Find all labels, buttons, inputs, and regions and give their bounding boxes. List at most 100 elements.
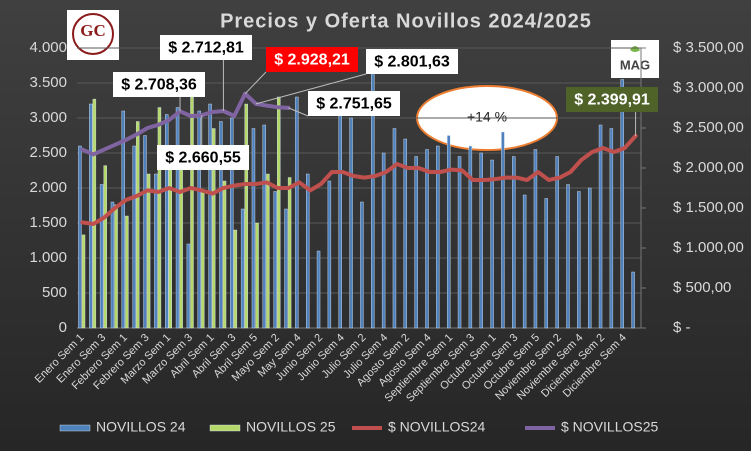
y-tick-label: 1.000 [29,249,67,266]
bar [392,128,397,329]
bar [103,165,107,329]
label-leader [288,107,309,117]
y-tick-label: 0 [59,319,67,336]
bar [479,152,483,329]
y2-tick-label: $ 500,00 [673,279,731,296]
label-leader [255,73,367,105]
bar [110,201,115,329]
bar [457,156,462,329]
line [80,134,638,226]
bar [89,103,93,329]
legend-label: NOVILLOS 24 [96,419,186,435]
bar [78,145,82,329]
bar [381,152,386,329]
bar [577,191,581,329]
y2-tick-label: $ 1.500,00 [673,199,744,216]
bar [186,243,191,329]
bar [327,180,332,329]
data-label: $ 2.660,55 [165,150,241,167]
logo-ring [72,13,114,55]
data-label: $ 2.712,81 [168,40,244,57]
bar [349,117,353,329]
label-box [113,72,205,97]
bar [522,194,527,329]
bar [544,198,549,329]
bar [136,121,140,329]
bar [92,98,97,329]
bar [338,96,342,329]
data-label: $ 2.708,36 [121,77,197,94]
bar [414,156,418,329]
bar [197,110,201,329]
bar [175,107,180,329]
y-tick-label: 2.500 [29,144,67,161]
bar [230,117,234,329]
legend-label: NOVILLOS 25 [246,419,336,435]
bar [157,107,162,329]
legend-label: $ NOVILLOS24 [388,419,485,435]
bar [121,110,126,329]
y-tick-label: 3.500 [29,74,67,91]
label-leader [244,71,267,95]
y-tick-label: 3.000 [29,109,67,126]
data-label: $ 2.928,21 [274,52,350,69]
bar [631,271,635,329]
annotation: +14 % [467,109,507,125]
logo-left [67,10,119,60]
bar [360,201,364,329]
bar [164,114,169,329]
bar [244,103,248,329]
bar [403,138,408,329]
label-box [266,47,358,72]
bar [201,191,205,329]
bar [609,128,614,329]
bar [598,124,603,329]
data-label: $ 2.399,91 [574,92,650,109]
bar [99,184,104,329]
bar [154,173,158,329]
bar [146,173,151,329]
bar [255,222,259,329]
bar [211,128,216,329]
line [80,91,291,157]
legend-swatch [209,424,241,432]
label-box [160,35,252,60]
y2-tick-label: $ 2.000,00 [673,159,744,176]
label-box [566,87,658,112]
y2-tick-label: $ 1.000,00 [673,239,744,256]
y-tick-label: 500 [42,284,67,301]
bar [555,156,559,329]
bar [316,250,321,329]
bar [512,156,516,329]
bar [468,145,473,329]
logo-text: MAG [620,57,650,72]
y2-tick-label: $ 3.500,00 [673,39,744,56]
bar [251,128,256,329]
bar [190,96,194,329]
y2-tick-label: $ 2.500,00 [673,119,744,136]
bar [132,145,136,329]
bar [114,204,118,329]
legend-label: $ NOVILLOS25 [561,419,658,435]
bar [143,135,147,329]
bar [277,96,281,329]
bar [208,103,212,329]
chart-title: Precios y Oferta Novillos 2024/2025 [220,10,592,32]
bar [587,187,592,329]
bar [273,191,277,329]
bar [287,177,292,329]
logo-text: GC [80,21,106,40]
label-box [308,91,400,116]
bar [490,159,494,329]
bar [81,234,86,329]
bar [566,184,570,329]
bar [436,145,440,329]
bar [501,131,505,329]
data-label: $ 2.801,63 [374,54,450,71]
label-box [366,49,458,74]
bar [262,124,267,329]
legend-swatch [59,424,91,432]
bar [222,180,227,329]
bar [233,229,238,329]
